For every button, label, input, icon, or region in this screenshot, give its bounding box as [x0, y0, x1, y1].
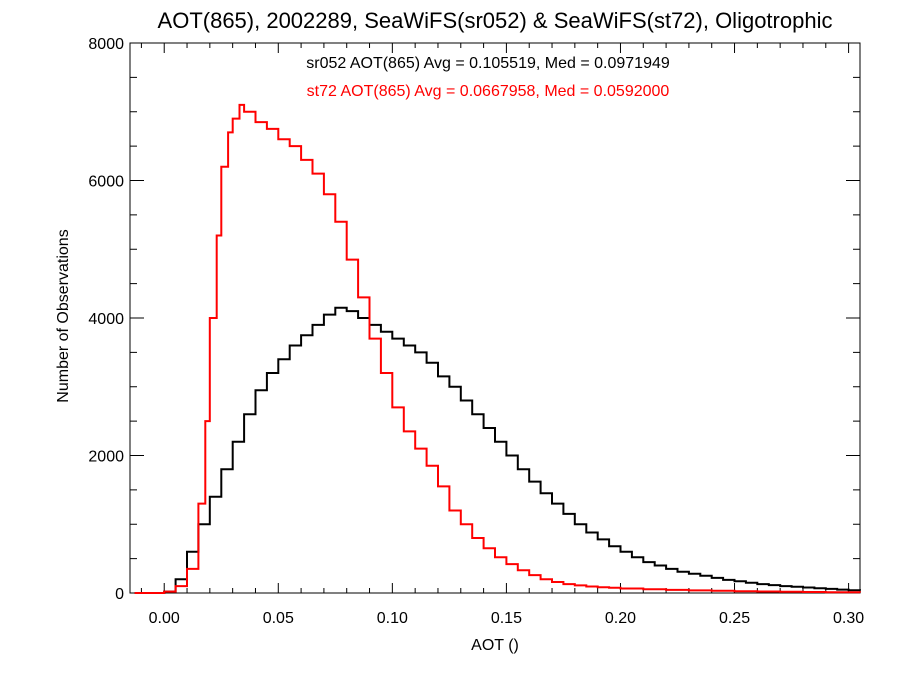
y-axis-label: Number of Observations: [55, 229, 72, 402]
x-tick-label: 0.25: [719, 610, 750, 627]
x-tick-label: 0.20: [605, 610, 636, 627]
legend-entry-sr052: sr052 AOT(865) Avg = 0.105519, Med = 0.0…: [306, 55, 670, 72]
x-tick-label: 0.00: [149, 610, 180, 627]
x-tick-label: 0.10: [377, 610, 408, 627]
legend-entry-st72: st72 AOT(865) Avg = 0.0667958, Med = 0.0…: [307, 83, 670, 100]
y-tick-label: 4000: [88, 311, 124, 328]
x-tick-label: 0.15: [491, 610, 522, 627]
y-tick-label: 2000: [88, 449, 124, 466]
x-tick-label: 0.30: [833, 610, 864, 627]
chart-title: AOT(865), 2002289, SeaWiFS(sr052) & SeaW…: [158, 8, 833, 33]
series-line-sr052: [134, 306, 861, 594]
y-tick-label: 0: [115, 586, 124, 603]
y-tick-label: 8000: [88, 36, 124, 53]
x-tick-label: 0.05: [263, 610, 294, 627]
series-line-st72: [134, 103, 861, 594]
y-tick-label: 6000: [88, 174, 124, 191]
plot-area: 0.00 0.05 0.10 0.15 0.20 0.25 0.30 0 2000 4000 600…: [88, 36, 864, 627]
x-axis-label: AOT (): [471, 637, 519, 654]
